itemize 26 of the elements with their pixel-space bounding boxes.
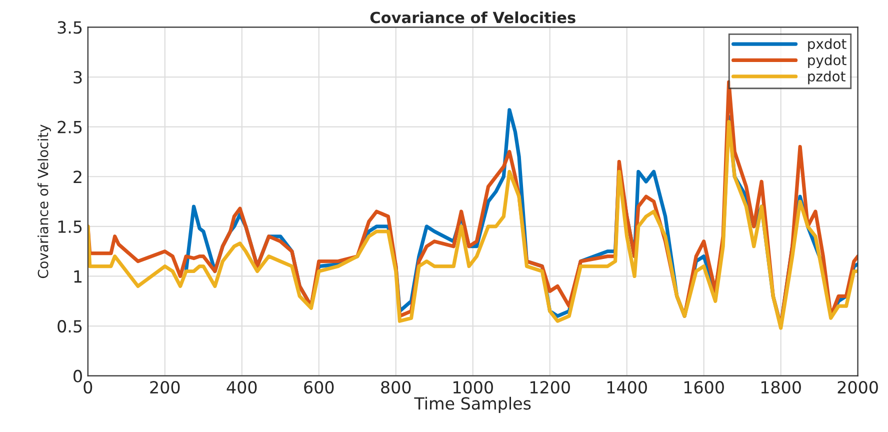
- legend-label: pydot: [808, 54, 846, 68]
- y-tick-label: 1: [74, 270, 82, 283]
- x-tick-label: 600: [304, 380, 334, 394]
- y-tick-label: 2: [74, 170, 82, 183]
- x-tick-label: 200: [150, 380, 180, 394]
- x-tick-label: 1000: [453, 380, 493, 394]
- y-tick-label: 3: [74, 70, 82, 84]
- chart-title: Covariance of Velocities: [370, 11, 576, 24]
- line-series: [88, 120, 858, 330]
- x-tick-label: 1800: [761, 380, 801, 394]
- y-tick-label: 2.5: [58, 120, 82, 134]
- x-tick-label: 1600: [684, 380, 724, 394]
- y-axis-title: Covariance of Velocity: [38, 124, 51, 278]
- x-tick-label: 2000: [838, 380, 878, 394]
- legend-label: pxdot: [808, 38, 846, 52]
- y-tick-label: 1.5: [58, 220, 82, 233]
- x-tick-label: 1200: [530, 380, 570, 394]
- x-axis-title: Time Samples: [414, 396, 531, 413]
- x-tick-label: 800: [381, 380, 411, 394]
- x-tick-label: 0: [84, 380, 92, 394]
- y-tick-label: 3.5: [58, 21, 82, 34]
- y-tick-label: 0.5: [58, 320, 82, 333]
- x-tick-label: 400: [226, 380, 257, 394]
- legend-label: pzdot: [808, 70, 846, 84]
- x-tick-label: 1400: [607, 380, 647, 394]
- y-tick-label: 0: [74, 370, 82, 382]
